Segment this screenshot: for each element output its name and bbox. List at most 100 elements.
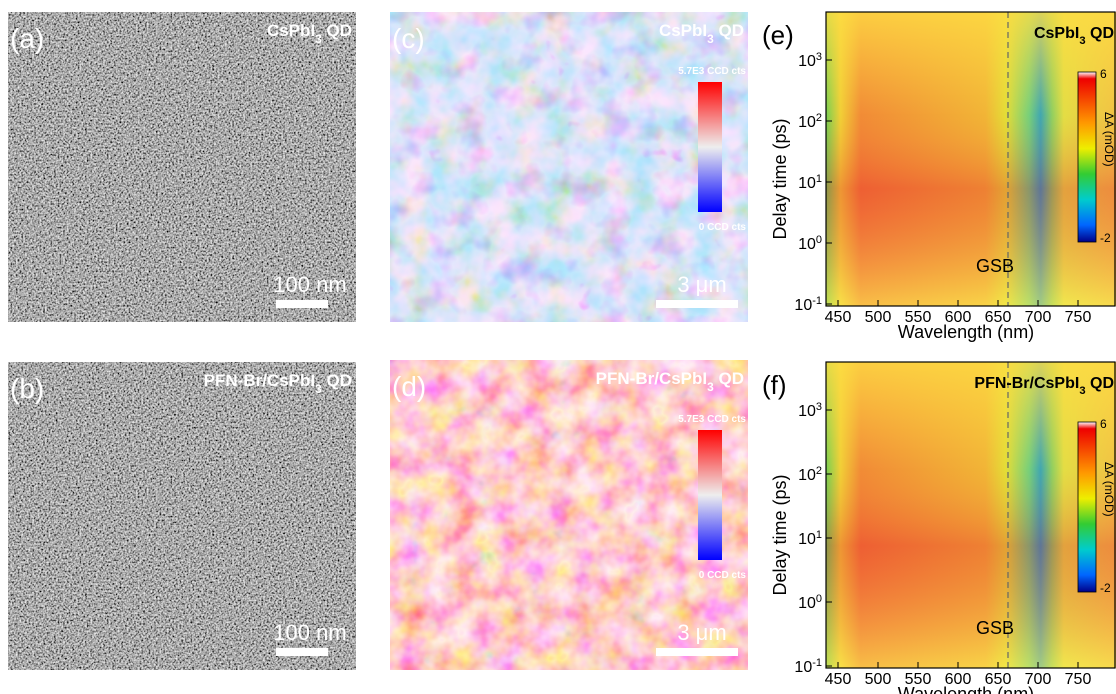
panel-label: (a) — [10, 23, 44, 54]
colorbar — [1077, 421, 1097, 593]
panel-label: (d) — [392, 371, 426, 402]
title-rest: QD — [322, 371, 352, 390]
panel-title: CsPbI3 QD — [1034, 25, 1114, 47]
title-main: CsPbI — [267, 21, 315, 40]
scale-bar — [276, 648, 328, 656]
scale-bar — [656, 300, 738, 308]
x-tick-label: 550 — [905, 309, 932, 326]
colorbar — [698, 430, 722, 560]
colorbar-label: ΔA (mOD) — [1102, 112, 1116, 167]
title-main: CsPbI — [1034, 25, 1079, 42]
y-tick-label: 102 — [798, 465, 822, 484]
x-tick-label: 650 — [985, 671, 1012, 688]
title-sub: 3 — [315, 32, 322, 46]
tick-base: 10 — [798, 236, 816, 253]
y-tick-label: 101 — [798, 529, 822, 548]
scale-bar-label: 100 nm — [273, 272, 346, 297]
title-sub: 3 — [315, 382, 322, 396]
pl-map — [390, 360, 748, 670]
annotation: GSB — [976, 256, 1014, 276]
colorbar-max: 5.7E3 CCD cts — [678, 66, 746, 77]
ta-map-overlay — [826, 12, 1116, 306]
x-tick-label: 700 — [1025, 671, 1052, 688]
title-sub: 3 — [1079, 35, 1085, 47]
title-rest: QD — [714, 21, 744, 40]
scale-bar — [276, 300, 328, 308]
y-tick-label: 10-1 — [794, 657, 822, 676]
tick-base: 10 — [798, 53, 816, 70]
y-tick-label: 100 — [798, 234, 822, 253]
tick-exp: 0 — [816, 593, 822, 605]
tick-base: 10 — [798, 467, 816, 484]
colorbar-tick: -2 — [1100, 231, 1111, 245]
tick-exp: 0 — [816, 234, 822, 246]
tick-exp: 1 — [816, 529, 822, 541]
title-sub: 3 — [1079, 385, 1085, 397]
tick-base: 10 — [794, 659, 812, 676]
title-sub: 3 — [707, 32, 714, 46]
y-axis-label: Delay time (ps) — [770, 474, 790, 595]
title-rest: QD — [714, 369, 744, 388]
sem-image — [8, 12, 356, 322]
tick-base: 10 — [798, 403, 816, 420]
frame — [825, 11, 1116, 307]
colorbar-tick: -2 — [1100, 581, 1111, 595]
colorbar-min: 0 CCD cts — [699, 570, 747, 581]
y-axis-label: Delay time (ps) — [770, 118, 790, 239]
colorbar-min: 0 CCD cts — [699, 222, 747, 233]
sem-image — [8, 362, 356, 670]
y-tick-label: 10-1 — [794, 295, 822, 314]
y-tick-label: 101 — [798, 173, 822, 192]
tick-exp: 3 — [816, 401, 822, 413]
y-tick-label: 103 — [798, 401, 822, 420]
frame — [825, 361, 1116, 669]
colorbar — [1077, 71, 1097, 243]
panel-title: CsPbI3 QD — [659, 21, 744, 46]
panel-title: PFN-Br/CsPbI3 QD — [974, 375, 1114, 397]
x-axis-label: Wavelength (nm) — [898, 684, 1034, 694]
panel-label: (f) — [762, 370, 787, 400]
x-tick-label: 750 — [1065, 309, 1092, 326]
ta-map-overlay — [826, 362, 1116, 668]
title-rest: QD — [1086, 375, 1114, 392]
scale-bar-label: 100 nm — [273, 620, 346, 645]
x-tick-label: 550 — [905, 671, 932, 688]
x-tick-label: 450 — [825, 309, 852, 326]
tick-exp: 2 — [816, 465, 822, 477]
tick-exp: -1 — [812, 295, 822, 307]
y-tick-label: 103 — [798, 51, 822, 70]
colorbar-tick: 6 — [1100, 417, 1107, 431]
colorbar-max: 5.7E3 CCD cts — [678, 414, 746, 425]
tick-exp: 2 — [816, 112, 822, 124]
title-main: PFN-Br/CsPbI — [204, 371, 315, 390]
title-rest: QD — [322, 21, 352, 40]
tick-exp: 1 — [816, 173, 822, 185]
panel-label: (c) — [392, 23, 425, 54]
pl-map — [390, 12, 748, 322]
x-tick-label: 500 — [865, 309, 892, 326]
colorbar — [698, 82, 722, 212]
x-tick-label: 650 — [985, 309, 1012, 326]
panel-title: PFN-Br/CsPbI3 QD — [596, 369, 744, 394]
tick-base: 10 — [794, 297, 812, 314]
title-main: CsPbI — [659, 21, 707, 40]
title-main: PFN-Br/CsPbI — [596, 369, 707, 388]
tick-exp: 3 — [816, 51, 822, 63]
scale-bar — [656, 648, 738, 656]
x-axis-label: Wavelength (nm) — [898, 322, 1034, 342]
tick-base: 10 — [798, 175, 816, 192]
title-sub: 3 — [707, 380, 714, 394]
colorbar-label: ΔA (mOD) — [1102, 462, 1116, 517]
title-main: PFN-Br/CsPbI — [974, 375, 1079, 392]
x-tick-label: 600 — [945, 309, 972, 326]
panel-title: CsPbI3 QD — [267, 21, 352, 46]
x-tick-label: 600 — [945, 671, 972, 688]
tick-base: 10 — [798, 531, 816, 548]
panel-label: (e) — [762, 20, 794, 50]
y-tick-label: 100 — [798, 593, 822, 612]
x-tick-label: 750 — [1065, 671, 1092, 688]
scale-bar-label: 3 μm — [677, 620, 726, 645]
tick-base: 10 — [798, 114, 816, 131]
panel-title: PFN-Br/CsPbI3 QD — [204, 371, 352, 396]
